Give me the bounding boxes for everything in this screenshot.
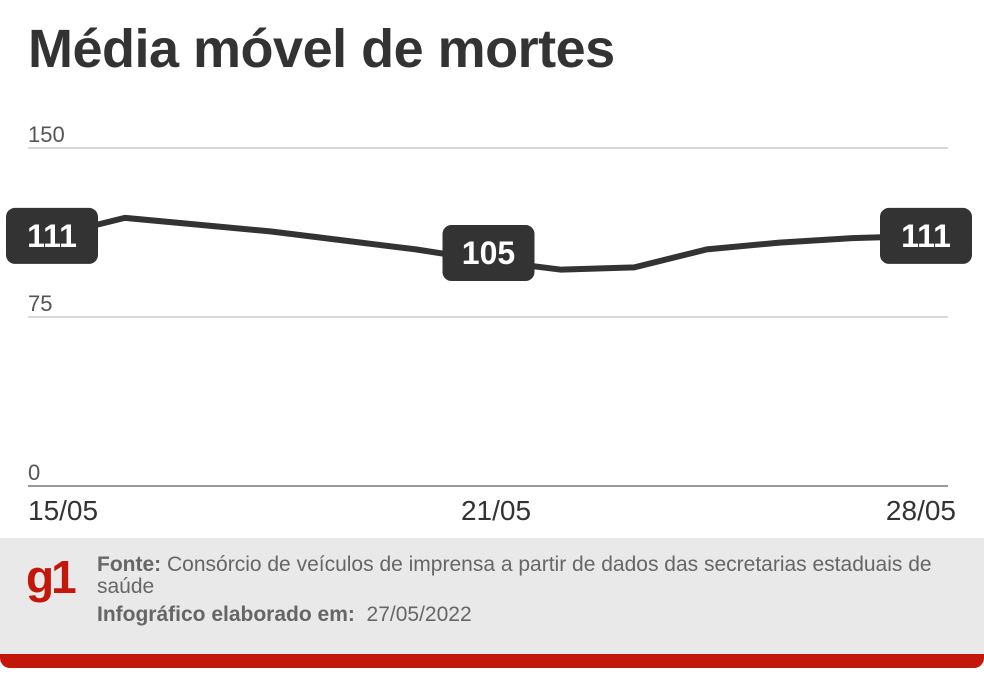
y-tick-label: 75 — [28, 291, 52, 316]
data-label: 111 — [901, 218, 951, 254]
source-text: Consórcio de veículos de imprensa a part… — [97, 553, 932, 598]
page-title: Média móvel de mortes — [28, 19, 615, 79]
footer: g1 Fonte: Consórcio de veículos de impre… — [0, 538, 984, 668]
data-label-box — [880, 207, 972, 264]
y-tick-label: 0 — [28, 460, 40, 485]
x-tick-label: 21/05 — [461, 495, 531, 526]
data-label: 105 — [462, 235, 515, 271]
x-tick-label: 15/05 — [28, 495, 98, 526]
x-tick-label: 28/05 — [886, 495, 956, 526]
data-label: 111 — [27, 218, 77, 254]
source-line: Fonte: Consórcio de veículos de imprensa… — [97, 554, 957, 598]
line-chart: 0 75 150 15/05 21/05 28/05 111 105 111 — [6, 122, 972, 526]
data-label-box — [442, 225, 535, 281]
made-date: 27/05/2022 — [366, 603, 472, 626]
made-line: Infográfico elaborado em: 27/05/2022 — [97, 604, 957, 626]
g1-logo: g1 — [26, 551, 77, 603]
footer-text: Fonte: Consórcio de veículos de imprensa… — [97, 554, 957, 626]
source-label: Fonte: — [97, 553, 162, 576]
data-label-box — [6, 207, 98, 264]
y-tick-label: 150 — [28, 122, 65, 147]
made-label: Infográfico elaborado em: — [97, 603, 355, 626]
